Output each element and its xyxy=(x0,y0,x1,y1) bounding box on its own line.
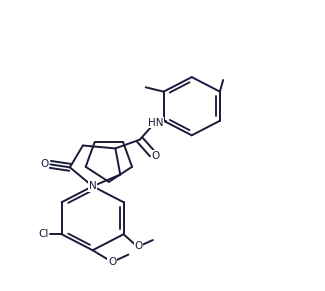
Text: O: O xyxy=(108,257,116,267)
Text: O: O xyxy=(134,241,142,251)
Text: HN: HN xyxy=(148,118,163,128)
Text: N: N xyxy=(89,181,97,191)
Text: O: O xyxy=(40,159,49,169)
Text: Cl: Cl xyxy=(39,229,49,239)
Text: O: O xyxy=(152,151,160,161)
